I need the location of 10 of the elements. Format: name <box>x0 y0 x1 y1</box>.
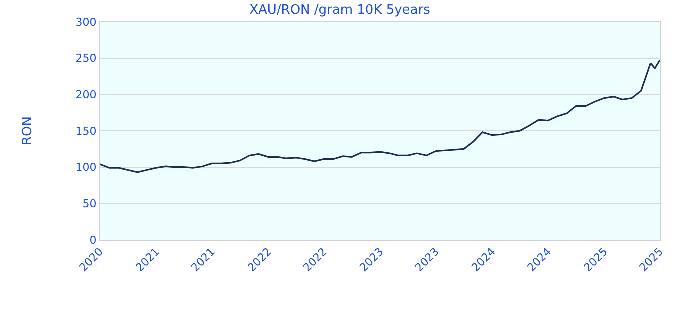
y-tick-label: 100 <box>76 161 97 174</box>
y-axis-title: RON <box>20 116 36 146</box>
chart-title: XAU/RON /gram 10K 5years <box>250 2 431 18</box>
y-tick-label: 200 <box>76 88 97 102</box>
line-series <box>100 60 660 174</box>
y-tick-label: 0 <box>90 234 97 247</box>
y-tick-label: 150 <box>76 124 97 138</box>
y-tick-label: 250 <box>76 52 97 66</box>
y-tick-label: 300 <box>76 16 97 29</box>
y-tick-label: 50 <box>82 198 97 211</box>
